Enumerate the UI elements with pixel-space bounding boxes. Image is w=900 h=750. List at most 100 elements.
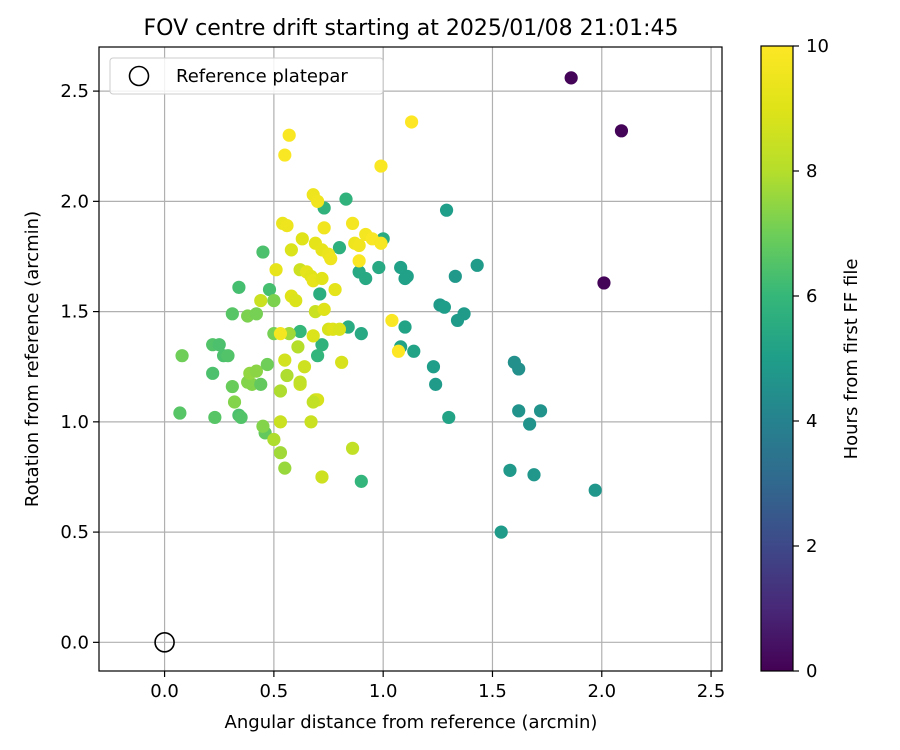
data-point — [315, 470, 329, 484]
data-point — [332, 322, 347, 336]
data-point — [398, 320, 412, 334]
data-point — [470, 258, 484, 272]
y-axis-ticks: 0.0 0.5 1.0 1.5 2.0 2.5 — [60, 81, 99, 653]
legend: Reference platepar — [109, 57, 384, 95]
data-point — [512, 362, 526, 376]
data-point — [313, 287, 327, 301]
data-point — [503, 463, 517, 477]
y-tick-label: 1.0 — [60, 412, 89, 433]
data-point — [249, 364, 263, 378]
data-point — [352, 254, 366, 268]
data-point — [284, 243, 298, 257]
data-point — [256, 419, 270, 433]
data-point — [293, 375, 307, 389]
data-point — [256, 245, 270, 259]
x-tick-label: 1.5 — [478, 681, 507, 702]
data-point — [372, 260, 386, 275]
data-point — [512, 404, 526, 418]
colorbar-tick-label: 6 — [806, 286, 817, 307]
data-point — [564, 71, 578, 85]
data-point — [269, 263, 283, 277]
data-point — [345, 441, 360, 455]
y-tick-label: 2.5 — [60, 81, 89, 102]
data-point — [225, 379, 239, 394]
data-point — [317, 302, 331, 316]
colorbar-tick-label: 8 — [806, 161, 817, 182]
data-point — [429, 377, 443, 391]
data-point — [354, 474, 368, 488]
data-point — [310, 194, 325, 208]
data-point — [385, 313, 399, 328]
colorbar-tick-label: 4 — [806, 411, 817, 432]
data-point — [324, 252, 338, 266]
data-point — [293, 324, 307, 339]
data-point — [394, 260, 408, 275]
data-point — [597, 276, 611, 290]
colorbar — [760, 45, 794, 672]
data-point — [254, 293, 268, 308]
x-tick-label: 0.5 — [260, 681, 289, 702]
data-point — [614, 124, 629, 138]
data-point — [262, 282, 277, 297]
data-point — [221, 349, 235, 363]
x-tick-label: 0.0 — [150, 681, 179, 702]
data-point — [448, 269, 462, 283]
data-point — [175, 349, 189, 363]
colorbar-label: Hours from first FF file — [841, 259, 862, 460]
x-tick-label: 2.5 — [697, 681, 726, 702]
data-point — [291, 340, 305, 354]
data-point — [280, 219, 294, 233]
y-tick-label: 1.5 — [60, 302, 89, 323]
data-point — [426, 360, 441, 374]
data-point — [450, 313, 465, 328]
y-tick-label: 0.5 — [60, 522, 89, 543]
x-tick-label: 2.0 — [587, 681, 616, 702]
y-tick-label: 2.0 — [60, 191, 89, 212]
data-point — [374, 159, 388, 173]
data-point — [374, 236, 388, 250]
plot-frame — [98, 46, 723, 672]
legend-box — [109, 57, 384, 95]
data-point — [280, 368, 294, 383]
data-point — [391, 344, 406, 358]
data-point — [225, 307, 239, 321]
data-point — [306, 329, 320, 343]
data-point — [404, 115, 419, 129]
y-axis-label: Rotation from reference (arcmin) — [22, 211, 43, 507]
data-point — [354, 327, 368, 341]
data-point — [315, 271, 329, 286]
data-point — [212, 338, 226, 352]
data-point — [173, 406, 187, 420]
y-tick-label: 0.0 — [60, 632, 89, 653]
data-point — [273, 446, 288, 460]
data-point — [273, 384, 288, 398]
data-point — [273, 327, 288, 341]
data-point — [260, 357, 274, 372]
data-point — [267, 432, 281, 447]
data-point — [232, 280, 246, 294]
reference-platepar-marker — [154, 632, 175, 653]
data-point — [437, 300, 451, 314]
colorbar-tick-label: 10 — [806, 36, 829, 57]
data-point — [310, 349, 325, 363]
data-point — [494, 525, 508, 539]
data-point — [282, 128, 296, 142]
data-point — [306, 395, 320, 409]
data-point — [273, 415, 288, 429]
data-point — [234, 410, 248, 425]
data-point — [339, 192, 353, 206]
colorbar-tick-label: 0 — [806, 661, 817, 682]
data-point — [289, 293, 303, 308]
data-point — [588, 483, 602, 497]
data-point — [335, 355, 349, 369]
data-point — [267, 293, 281, 308]
data-point — [527, 468, 541, 482]
data-point — [523, 417, 537, 431]
data-point — [208, 410, 222, 425]
legend-marker-icon — [128, 65, 150, 87]
x-axis-label: Angular distance from reference (arcmin) — [225, 712, 598, 733]
data-point — [332, 241, 347, 255]
data-point — [352, 238, 366, 253]
data-point — [304, 415, 318, 429]
